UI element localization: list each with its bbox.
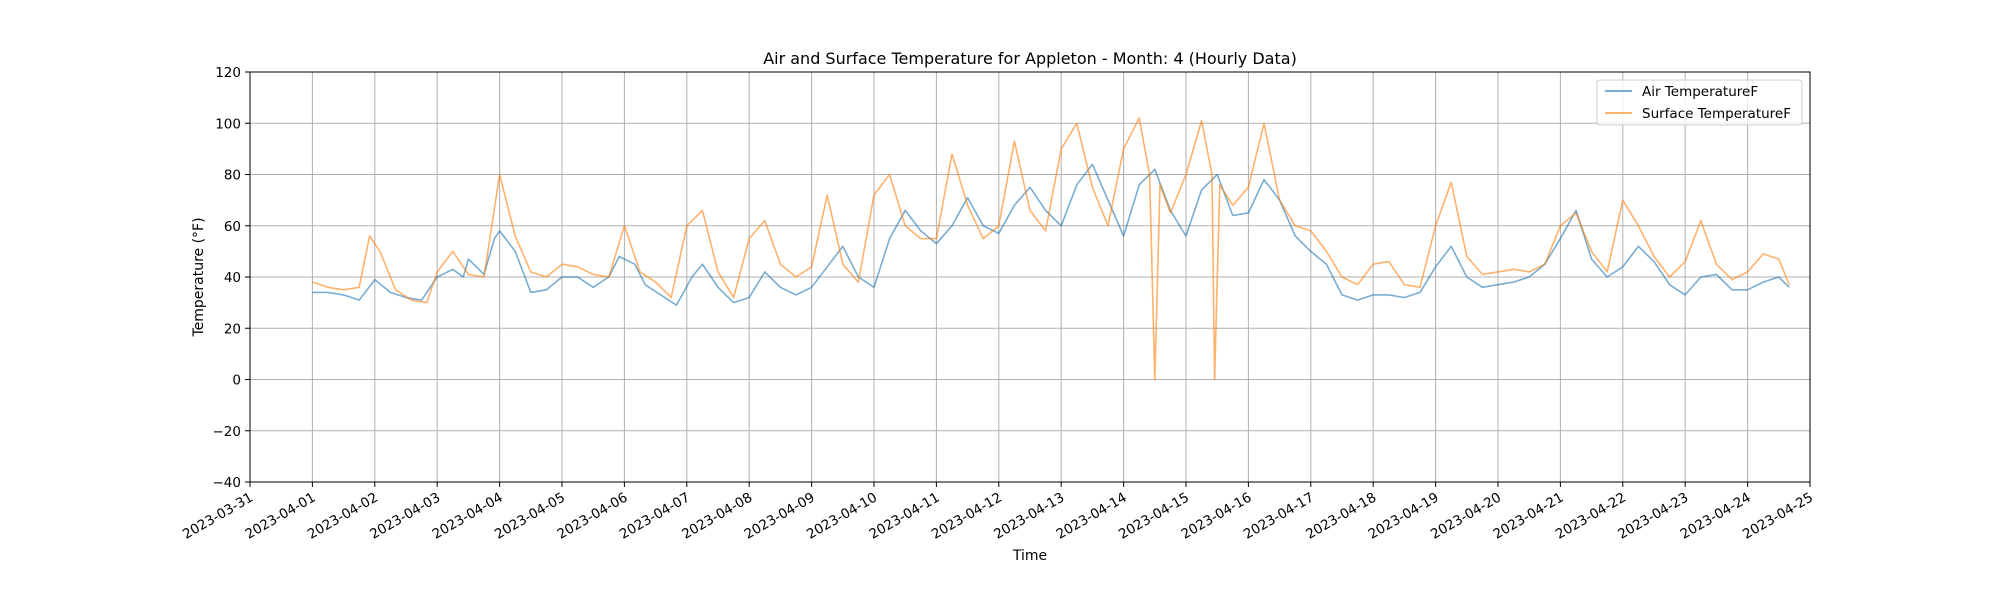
- x-tick-label: 2023-04-04: [430, 490, 506, 543]
- y-tick-label: −20: [213, 424, 242, 440]
- legend-box: [1596, 79, 1803, 126]
- x-tick-label: 2023-04-25: [1740, 490, 1816, 543]
- y-tick-label: 100: [215, 116, 241, 132]
- x-axis-label: Time: [1012, 548, 1047, 564]
- x-tick-label: 2023-04-16: [1178, 490, 1254, 543]
- x-tick-label: 2023-04-19: [1366, 490, 1442, 543]
- x-tick-label: 2023-03-31: [180, 490, 256, 543]
- legend: Air TemperatureF Surface TemperatureF: [1596, 79, 1803, 126]
- x-tick-label: 2023-04-23: [1615, 490, 1691, 543]
- y-tick-label: 0: [232, 373, 241, 389]
- x-tick-label: 2023-04-08: [679, 490, 755, 543]
- axis-ticks: 2023-03-312023-04-012023-04-022023-04-03…: [180, 65, 1816, 543]
- x-tick-label: 2023-04-14: [1054, 490, 1130, 543]
- y-tick-label: −40: [213, 475, 242, 491]
- series-line-surface-temperature: [312, 117, 1790, 381]
- x-tick-label: 2023-04-13: [991, 490, 1067, 543]
- x-tick-label: 2023-04-17: [1241, 490, 1317, 543]
- legend-label-air: Air TemperatureF: [1642, 84, 1758, 100]
- x-tick-label: 2023-04-01: [242, 490, 318, 543]
- x-tick-label: 2023-04-12: [929, 490, 1005, 543]
- y-tick-label: 80: [224, 168, 241, 184]
- x-tick-label: 2023-04-09: [742, 490, 818, 543]
- x-tick-label: 2023-04-18: [1303, 490, 1379, 543]
- y-tick-label: 40: [224, 270, 241, 286]
- x-tick-label: 2023-04-21: [1490, 490, 1566, 543]
- x-tick-label: 2023-04-10: [804, 490, 880, 543]
- chart-title: Air and Surface Temperature for Appleton…: [763, 49, 1297, 68]
- x-tick-label: 2023-04-11: [866, 490, 942, 543]
- y-tick-label: 60: [224, 219, 241, 235]
- legend-label-surface: Surface TemperatureF: [1642, 106, 1791, 122]
- x-tick-label: 2023-04-22: [1553, 490, 1629, 543]
- x-tick-label: 2023-04-03: [367, 490, 443, 543]
- x-tick-label: 2023-04-20: [1428, 490, 1504, 543]
- y-tick-label: 120: [215, 65, 241, 81]
- x-tick-label: 2023-04-07: [617, 490, 693, 543]
- x-tick-label: 2023-04-06: [554, 490, 630, 543]
- y-axis-label: Temperature (°F): [191, 217, 207, 337]
- series-layer: [312, 117, 1790, 381]
- x-tick-label: 2023-04-24: [1678, 490, 1754, 543]
- series-line-air-temperature: [312, 163, 1790, 307]
- x-tick-label: 2023-04-05: [492, 490, 568, 543]
- x-tick-label: 2023-04-15: [1116, 490, 1192, 543]
- x-tick-label: 2023-04-02: [305, 490, 381, 543]
- y-tick-label: 20: [224, 321, 241, 337]
